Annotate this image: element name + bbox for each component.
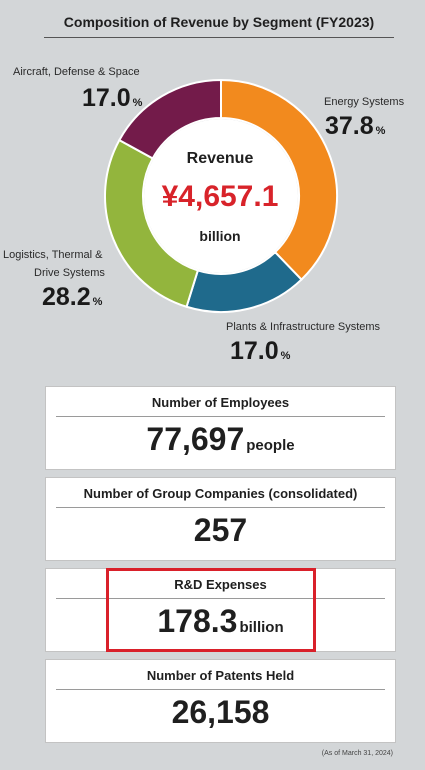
employees-value: 77,697 people: [46, 421, 395, 458]
segment-value-plants-number: 17.0: [230, 337, 279, 365]
group-companies-number: 257: [193, 512, 248, 548]
donut-slice-energy: [220, 78, 338, 281]
revenue-donut-chart: [104, 78, 338, 313]
segment-value-energy-pct: %: [375, 125, 386, 137]
segment-label-aircraft: Aircraft, Defense & Space: [13, 66, 140, 78]
group-companies-divider: [56, 507, 385, 508]
employees-number: 77,697: [146, 421, 245, 457]
rd-expenses-divider: [56, 598, 385, 599]
segment-value-energy: 37.8%: [325, 112, 385, 141]
segment-value-logistics-number: 28.2: [42, 283, 91, 311]
patents-value: 26,158: [46, 694, 395, 731]
donut-slice-aircraft: [117, 78, 222, 160]
employees-unit: people: [246, 437, 295, 454]
donut-center-amount: ¥4,657.1: [161, 180, 279, 213]
segment-value-logistics: 28.2%: [42, 283, 102, 312]
rd-expenses-number: 178.3: [157, 603, 238, 639]
rd-highlight-box: [106, 568, 316, 652]
patents-label: Number of Patents Held: [146, 668, 295, 683]
rd-expenses-unit: billion: [239, 619, 284, 636]
group-companies-label: Number of Group Companies (consolidated): [83, 486, 358, 501]
segment-value-plants-pct: %: [280, 350, 291, 362]
rd-expenses-label: R&D Expenses: [174, 577, 267, 592]
employees-label: Number of Employees: [151, 395, 290, 410]
patents-card: Number of Patents Held 26,158: [45, 659, 396, 743]
segment-value-aircraft-pct: %: [132, 97, 143, 109]
patents-divider: [56, 689, 385, 690]
segment-label-logistics-line1: Logistics, Thermal &: [3, 249, 103, 261]
group-companies-value: 257: [46, 512, 395, 549]
employees-card: Number of Employees 77,697 people: [45, 386, 396, 470]
segment-value-logistics-pct: %: [92, 296, 103, 308]
rd-expenses-value: 178.3 billion: [46, 603, 395, 640]
rd-expenses-card: R&D Expenses 178.3 billion: [45, 568, 396, 652]
patents-number: 26,158: [171, 694, 270, 730]
chart-title: Composition of Revenue by Segment (FY202…: [44, 14, 394, 38]
segment-value-aircraft-number: 17.0: [82, 84, 131, 112]
segment-value-aircraft: 17.0%: [82, 84, 142, 113]
as-of-footnote: (As of March 31, 2024): [321, 750, 393, 757]
segment-label-plants: Plants & Infrastructure Systems: [226, 321, 381, 333]
employees-divider: [56, 416, 385, 417]
group-companies-card: Number of Group Companies (consolidated)…: [45, 477, 396, 561]
segment-label-energy: Energy Systems: [324, 96, 405, 108]
donut-center-unit: billion: [199, 228, 241, 244]
donut-center-hole: [144, 119, 298, 273]
segment-value-energy-number: 37.8: [325, 112, 374, 140]
segment-label-logistics-line2: Drive Systems: [34, 267, 105, 279]
segment-value-plants: 17.0%: [230, 337, 290, 366]
donut-center-label: Revenue: [186, 150, 254, 167]
